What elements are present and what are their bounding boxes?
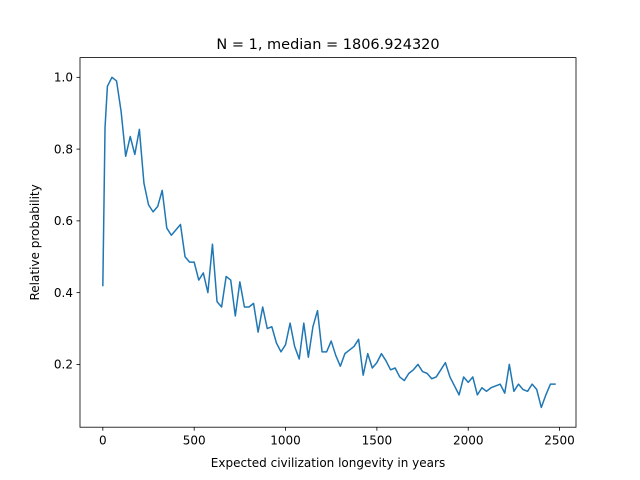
- y-tick-label: 0.8: [54, 142, 73, 156]
- plot-area: [80, 57, 576, 428]
- y-tick-label: 1.0: [54, 71, 73, 85]
- x-tick-label: 2000: [453, 434, 484, 448]
- y-tick-label: 0.4: [54, 286, 73, 300]
- x-axis-ticks: 0 500 1000 1500 2000 2500: [99, 427, 575, 448]
- x-tick-label: 1000: [270, 434, 301, 448]
- x-axis-label: Expected civilization longevity in years: [211, 456, 445, 470]
- x-tick-label: 0: [99, 434, 107, 448]
- x-tick-label: 500: [183, 434, 206, 448]
- chart-title: N = 1, median = 1806.924320: [216, 37, 439, 53]
- y-tick-label: 0.2: [54, 358, 73, 372]
- series-group: [102, 76, 556, 409]
- y-axis-label: Relative probability: [28, 184, 42, 300]
- x-tick-label: 2500: [544, 434, 575, 448]
- plot-frame: [79, 57, 577, 428]
- x-tick-label: 1500: [362, 434, 393, 448]
- y-axis-ticks: 0.2 0.4 0.6 0.8 1.0: [54, 71, 80, 372]
- y-tick-label: 0.6: [54, 214, 73, 228]
- series-line: [102, 76, 556, 409]
